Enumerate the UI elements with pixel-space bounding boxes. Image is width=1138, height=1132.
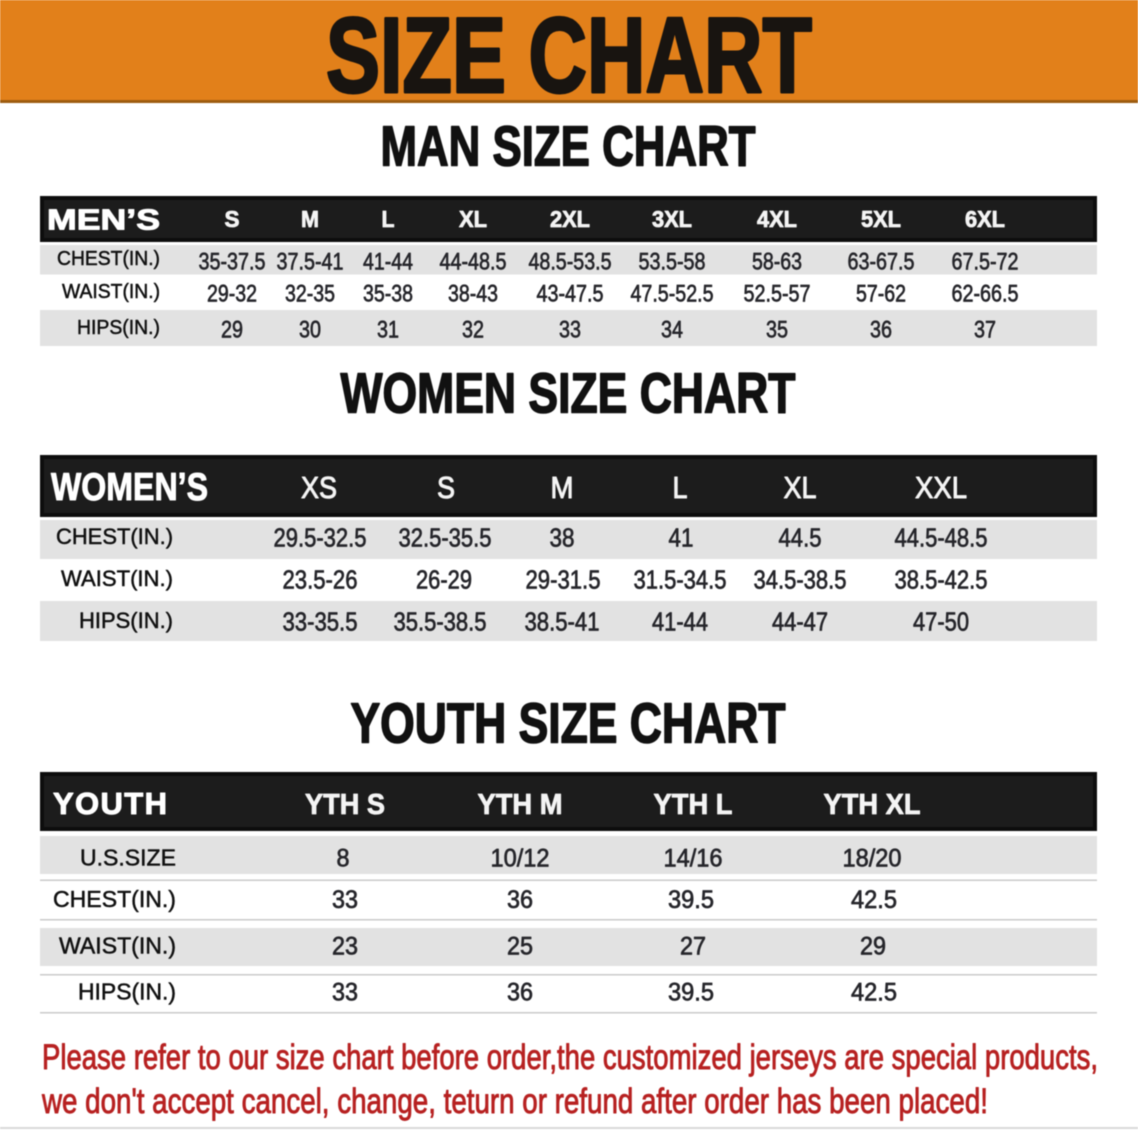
svg-text:M: M xyxy=(301,206,319,232)
svg-text:44-47: 44-47 xyxy=(772,607,828,637)
svg-text:31: 31 xyxy=(377,317,399,344)
svg-text:WAIST(IN.): WAIST(IN.) xyxy=(61,566,173,591)
svg-text:52.5-57: 52.5-57 xyxy=(744,281,811,308)
svg-text:MEN’S: MEN’S xyxy=(47,205,160,237)
svg-text:57-62: 57-62 xyxy=(856,281,906,308)
svg-text:L: L xyxy=(382,206,395,232)
svg-text:37: 37 xyxy=(974,317,996,344)
svg-text:33: 33 xyxy=(332,979,358,1007)
svg-text:HIPS(IN.): HIPS(IN.) xyxy=(79,608,173,633)
svg-text:SIZE CHART: SIZE CHART xyxy=(326,0,812,115)
svg-text:63-67.5: 63-67.5 xyxy=(848,249,915,276)
svg-text:35-37.5: 35-37.5 xyxy=(199,249,266,276)
svg-text:58-63: 58-63 xyxy=(752,249,802,276)
svg-text:30: 30 xyxy=(299,317,321,344)
svg-text:U.S.SIZE: U.S.SIZE xyxy=(80,845,176,871)
svg-text:WOMEN SIZE CHART: WOMEN SIZE CHART xyxy=(341,362,796,426)
svg-text:32.5-35.5: 32.5-35.5 xyxy=(399,523,492,553)
svg-text:MAN SIZE CHART: MAN SIZE CHART xyxy=(381,115,756,179)
svg-text:CHEST(IN.): CHEST(IN.) xyxy=(56,524,173,549)
svg-text:WAIST(IN.): WAIST(IN.) xyxy=(62,281,160,303)
svg-text:YTH L: YTH L xyxy=(654,789,733,821)
svg-text:35-38: 35-38 xyxy=(363,281,413,308)
svg-text:3XL: 3XL xyxy=(652,206,692,232)
svg-text:67.5-72: 67.5-72 xyxy=(952,249,1019,276)
svg-text:YTH S: YTH S xyxy=(305,789,385,821)
svg-text:38-43: 38-43 xyxy=(448,281,498,308)
svg-text:34: 34 xyxy=(661,317,683,344)
svg-text:14/16: 14/16 xyxy=(664,845,723,873)
svg-text:39.5: 39.5 xyxy=(668,979,714,1007)
svg-text:we don't accept cancel, change: we don't accept cancel, change, teturn o… xyxy=(41,1082,988,1121)
svg-text:25: 25 xyxy=(507,933,533,961)
svg-text:XL: XL xyxy=(459,206,487,232)
svg-text:26-29: 26-29 xyxy=(416,565,472,595)
svg-text:33-35.5: 33-35.5 xyxy=(283,607,358,637)
svg-text:S: S xyxy=(437,470,455,505)
svg-text:38.5-41: 38.5-41 xyxy=(525,607,600,637)
svg-text:29-31.5: 29-31.5 xyxy=(526,565,601,595)
svg-text:27: 27 xyxy=(680,933,706,961)
svg-text:47.5-52.5: 47.5-52.5 xyxy=(631,281,714,308)
svg-text:M: M xyxy=(551,470,574,505)
svg-text:8: 8 xyxy=(337,845,350,873)
svg-text:44.5: 44.5 xyxy=(779,523,822,553)
svg-text:XXL: XXL xyxy=(915,470,967,505)
svg-text:YTH M: YTH M xyxy=(478,789,563,821)
svg-text:53.5-58: 53.5-58 xyxy=(639,249,706,276)
svg-text:31.5-34.5: 31.5-34.5 xyxy=(634,565,727,595)
svg-text:29-32: 29-32 xyxy=(207,281,257,308)
svg-text:WOMEN’S: WOMEN’S xyxy=(51,466,208,509)
svg-text:35.5-38.5: 35.5-38.5 xyxy=(394,607,487,637)
svg-text:S: S xyxy=(225,206,240,232)
svg-text:HIPS(IN.): HIPS(IN.) xyxy=(77,317,160,339)
svg-text:36: 36 xyxy=(507,886,533,914)
svg-text:44.5-48.5: 44.5-48.5 xyxy=(895,523,988,553)
svg-text:36: 36 xyxy=(870,317,892,344)
svg-text:41: 41 xyxy=(669,523,694,553)
svg-text:42.5: 42.5 xyxy=(851,979,897,1007)
svg-text:37.5-41: 37.5-41 xyxy=(277,249,344,276)
svg-text:33: 33 xyxy=(559,317,581,344)
svg-text:YOUTH: YOUTH xyxy=(53,786,167,821)
svg-text:36: 36 xyxy=(507,979,533,1007)
svg-text:39.5: 39.5 xyxy=(668,886,714,914)
svg-text:32: 32 xyxy=(462,317,484,344)
svg-text:41-44: 41-44 xyxy=(652,607,708,637)
svg-text:YTH XL: YTH XL xyxy=(824,789,921,821)
svg-text:48.5-53.5: 48.5-53.5 xyxy=(529,249,612,276)
svg-text:CHEST(IN.): CHEST(IN.) xyxy=(57,248,160,270)
svg-text:33: 33 xyxy=(332,886,358,914)
svg-text:Please refer to our size chart: Please refer to our size chart before or… xyxy=(42,1038,1098,1077)
svg-text:HIPS(IN.): HIPS(IN.) xyxy=(78,979,176,1005)
svg-text:23.5-26: 23.5-26 xyxy=(283,565,358,595)
svg-text:41-44: 41-44 xyxy=(363,249,413,276)
svg-text:XS: XS xyxy=(301,470,337,505)
svg-text:5XL: 5XL xyxy=(861,206,901,232)
svg-text:38.5-42.5: 38.5-42.5 xyxy=(895,565,988,595)
svg-text:47-50: 47-50 xyxy=(913,607,969,637)
svg-text:CHEST(IN.): CHEST(IN.) xyxy=(53,886,176,912)
svg-text:42.5: 42.5 xyxy=(851,886,897,914)
svg-text:23: 23 xyxy=(332,933,358,961)
svg-text:18/20: 18/20 xyxy=(843,845,902,873)
svg-text:35: 35 xyxy=(766,317,788,344)
svg-text:4XL: 4XL xyxy=(757,206,797,232)
svg-text:L: L xyxy=(673,470,688,505)
svg-text:44-48.5: 44-48.5 xyxy=(440,249,507,276)
svg-text:10/12: 10/12 xyxy=(491,845,550,873)
svg-text:XL: XL xyxy=(784,470,817,505)
svg-text:WAIST(IN.): WAIST(IN.) xyxy=(59,933,176,959)
svg-text:29.5-32.5: 29.5-32.5 xyxy=(274,523,367,553)
svg-text:32-35: 32-35 xyxy=(285,281,335,308)
svg-text:YOUTH SIZE CHART: YOUTH SIZE CHART xyxy=(351,691,786,755)
svg-text:29: 29 xyxy=(221,317,243,344)
svg-text:62-66.5: 62-66.5 xyxy=(952,281,1019,308)
svg-text:34.5-38.5: 34.5-38.5 xyxy=(754,565,847,595)
svg-text:2XL: 2XL xyxy=(550,206,590,232)
svg-text:38: 38 xyxy=(550,523,575,553)
svg-text:6XL: 6XL xyxy=(965,206,1005,232)
svg-text:43-47.5: 43-47.5 xyxy=(537,281,604,308)
svg-text:29: 29 xyxy=(860,933,886,961)
